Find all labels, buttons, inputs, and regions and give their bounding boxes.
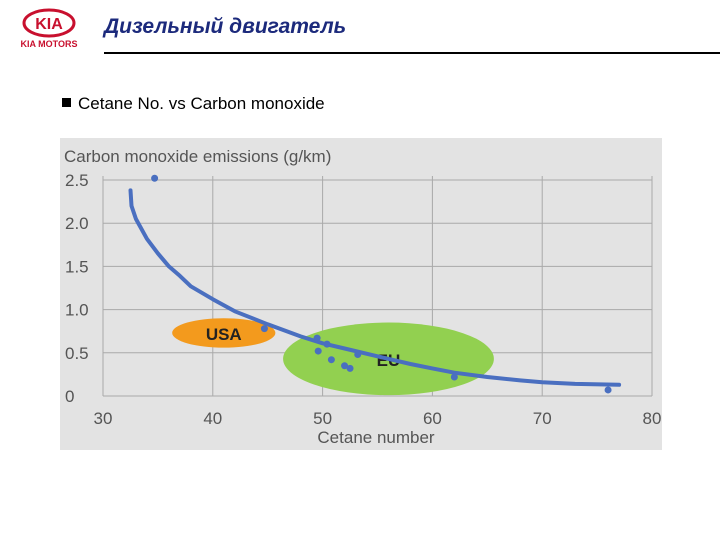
curve-layer [128, 188, 622, 387]
tick-layer: 0 0.5 1.0 1.5 2.0 2.5 30 40 50 60 70 80 [65, 171, 661, 428]
data-point-9 [354, 351, 362, 359]
data-point-7 [341, 362, 349, 370]
x-tick-label-1: 40 [203, 409, 222, 428]
data-point-4 [314, 347, 322, 355]
bullet-row: Cetane No. vs Carbon monoxide [62, 94, 325, 114]
y-tick-label-3: 1.5 [65, 257, 89, 276]
kia-motors-text: KIA MOTORS [20, 39, 77, 49]
data-point-6 [327, 356, 335, 364]
kia-logo: KIA KIA MOTORS [20, 8, 78, 49]
y-tick-label-1: 0.5 [65, 344, 89, 363]
data-point-3 [313, 334, 321, 342]
bullet-square-icon [62, 98, 71, 107]
chart-title: Carbon monoxide emissions (g/km) [64, 147, 331, 166]
y-tick-label-2: 1.0 [65, 301, 89, 320]
x-tick-label-5: 80 [643, 409, 662, 428]
y-tick-label-4: 2.0 [65, 214, 89, 233]
x-tick-label-0: 30 [94, 409, 113, 428]
data-point-10 [450, 373, 458, 381]
x-tick-label-2: 50 [313, 409, 332, 428]
x-axis-label: Cetane number [317, 428, 435, 447]
chart-panel: USA EU 0 0.5 1.0 1.5 2.0 2.5 30 40 50 60 70 80 Carbo… [60, 138, 662, 450]
data-point-11 [604, 386, 612, 394]
data-point-5 [323, 340, 331, 348]
y-tick-label-0: 0 [65, 387, 74, 406]
co-trend-curve [128, 188, 622, 387]
slide-header: KIA KIA MOTORS Дизельный двигатель [0, 0, 720, 56]
data-point-1 [151, 174, 159, 182]
page-title: Дизельный двигатель [104, 15, 347, 38]
data-point-8 [346, 364, 354, 372]
region-label-usa: USA [206, 325, 242, 344]
header-divider [104, 52, 720, 54]
kia-logo-text: KIA [35, 16, 63, 33]
y-tick-label-5: 2.5 [65, 171, 89, 190]
x-tick-label-4: 70 [533, 409, 552, 428]
data-point-2 [260, 325, 268, 333]
x-tick-label-3: 60 [423, 409, 442, 428]
kia-logo-oval [22, 8, 76, 38]
region-usa [172, 318, 276, 348]
bullet-text: Cetane No. vs Carbon monoxide [78, 94, 325, 113]
point-layer [151, 174, 612, 394]
